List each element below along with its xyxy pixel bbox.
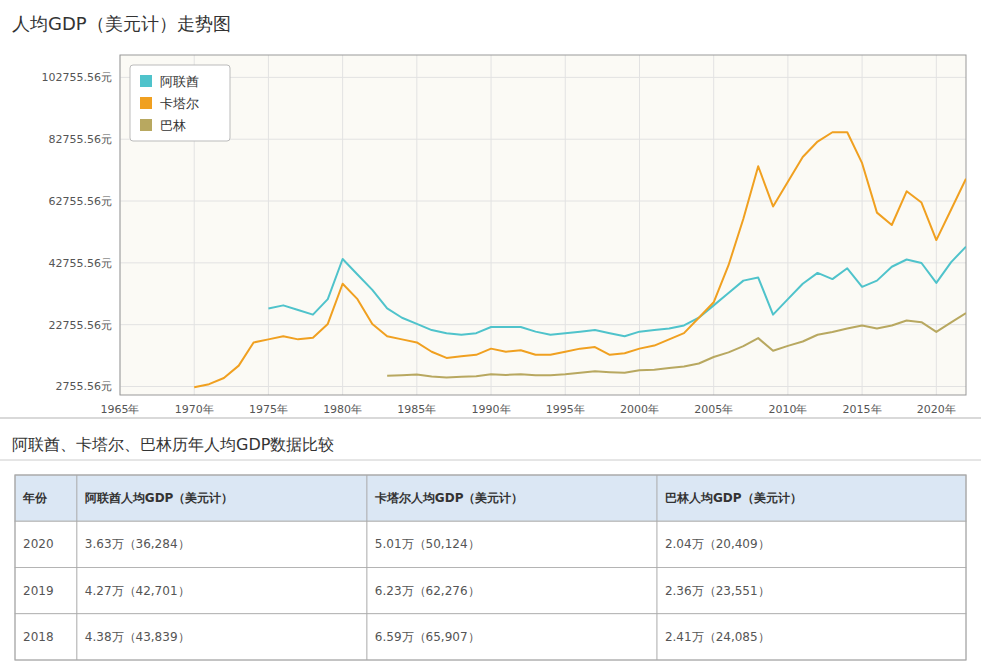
table-divider	[366, 475, 367, 660]
series-line	[387, 313, 966, 377]
x-grid-line	[268, 55, 269, 395]
x-tick-label: 2005年	[694, 403, 733, 416]
table-header-cell: 巴林人均GDP（美元计）	[665, 491, 802, 505]
table-divider	[656, 475, 657, 660]
x-tick-label: 1985年	[397, 403, 436, 416]
table-row	[15, 568, 966, 614]
background	[0, 0, 981, 672]
chart-root: 人均GDP（美元计）走势图 2755.56元 22755.56元 42755.56元 6…	[0, 0, 981, 672]
x-tick-label: 2020年	[917, 403, 956, 416]
x-tick-label: 1975年	[249, 403, 288, 416]
table-cell: 2.41万（24,085）	[665, 630, 770, 644]
legend-label: 卡塔尔	[160, 96, 199, 111]
chart-title: 人均GDP（美元计）走势图	[12, 13, 231, 34]
table-header-cell: 阿联酋人均GDP（美元计）	[85, 491, 234, 505]
y-grid-line	[120, 386, 966, 387]
x-tick-label: 2015年	[843, 403, 882, 416]
table-cell: 4.27万（42,701）	[85, 584, 190, 598]
table-cell: 2019	[23, 584, 54, 598]
plot-frame	[120, 55, 966, 395]
table-cell: 2020	[23, 537, 54, 551]
table-cell: 4.38万（43,839）	[85, 630, 190, 644]
table-cell: 2.04万（20,409）	[665, 537, 770, 551]
x-grid-line	[862, 55, 863, 395]
table-header	[15, 475, 966, 521]
x-tick-label: 1995年	[546, 403, 585, 416]
x-grid-line	[936, 55, 937, 395]
legend-swatch	[140, 119, 152, 131]
y-tick-label: 42755.56元	[49, 257, 113, 270]
y-grid-line	[120, 262, 966, 263]
grid	[120, 55, 966, 395]
separator	[0, 460, 981, 461]
y-tick-label: 82755.56元	[49, 133, 113, 146]
x-tick-label: 1990年	[472, 403, 511, 416]
legend-label: 巴林	[160, 118, 186, 133]
table-row	[15, 614, 966, 660]
x-grid-line	[713, 55, 714, 395]
table-cell: 2018	[23, 630, 54, 644]
table-title: 阿联酋、卡塔尔、巴林历年人均GDP数据比较	[12, 435, 334, 454]
x-grid-line	[565, 55, 566, 395]
table-header-cell: 年份	[22, 491, 48, 505]
table-cell: 2.36万（23,551）	[665, 584, 770, 598]
legend-box	[130, 65, 230, 141]
x-grid-line	[639, 55, 640, 395]
x-grid-line	[491, 55, 492, 395]
y-grid-line	[120, 77, 966, 78]
table-divider	[76, 475, 77, 660]
y-tick-label: 22755.56元	[49, 319, 113, 332]
y-tick-label: 102755.56元	[42, 71, 113, 84]
x-grid-line	[342, 55, 343, 395]
table-cell: 6.23万（62,276）	[375, 584, 480, 598]
x-grid-line	[416, 55, 417, 395]
x-tick-label: 1965年	[101, 403, 140, 416]
table-row	[15, 521, 966, 567]
legend: 阿联酋卡塔尔巴林	[130, 65, 230, 141]
plot-background	[120, 55, 966, 395]
x-tick-label: 2000年	[620, 403, 659, 416]
series-line	[268, 247, 966, 337]
x-tick-label: 2010年	[768, 403, 807, 416]
y-tick-label: 62755.56元	[49, 195, 113, 208]
table-cell: 6.59万（65,907）	[375, 630, 480, 644]
lines	[194, 132, 966, 387]
y-grid-line	[120, 324, 966, 325]
table: 年份 阿联酋人均GDP（美元计） 卡塔尔人均GDP（美元计） 巴林人均GDP（美元计）…	[15, 475, 966, 660]
legend-swatch	[140, 97, 152, 109]
table-header-cell: 卡塔尔人均GDP（美元计）	[374, 491, 524, 505]
separator	[0, 417, 981, 419]
y-grid-line	[120, 201, 966, 202]
y-grid-line	[120, 139, 966, 140]
x-grid-line	[787, 55, 788, 395]
legend-swatch	[140, 75, 152, 87]
x-tick-label: 1970年	[175, 403, 214, 416]
series-line	[194, 132, 966, 387]
y-tick-label: 2755.56元	[56, 380, 113, 393]
table-cell: 5.01万（50,124）	[375, 537, 480, 551]
table-cell: 3.63万（36,284）	[85, 537, 190, 551]
x-tick-label: 1980年	[323, 403, 362, 416]
table-border	[15, 475, 966, 660]
legend-label: 阿联酋	[160, 74, 199, 89]
